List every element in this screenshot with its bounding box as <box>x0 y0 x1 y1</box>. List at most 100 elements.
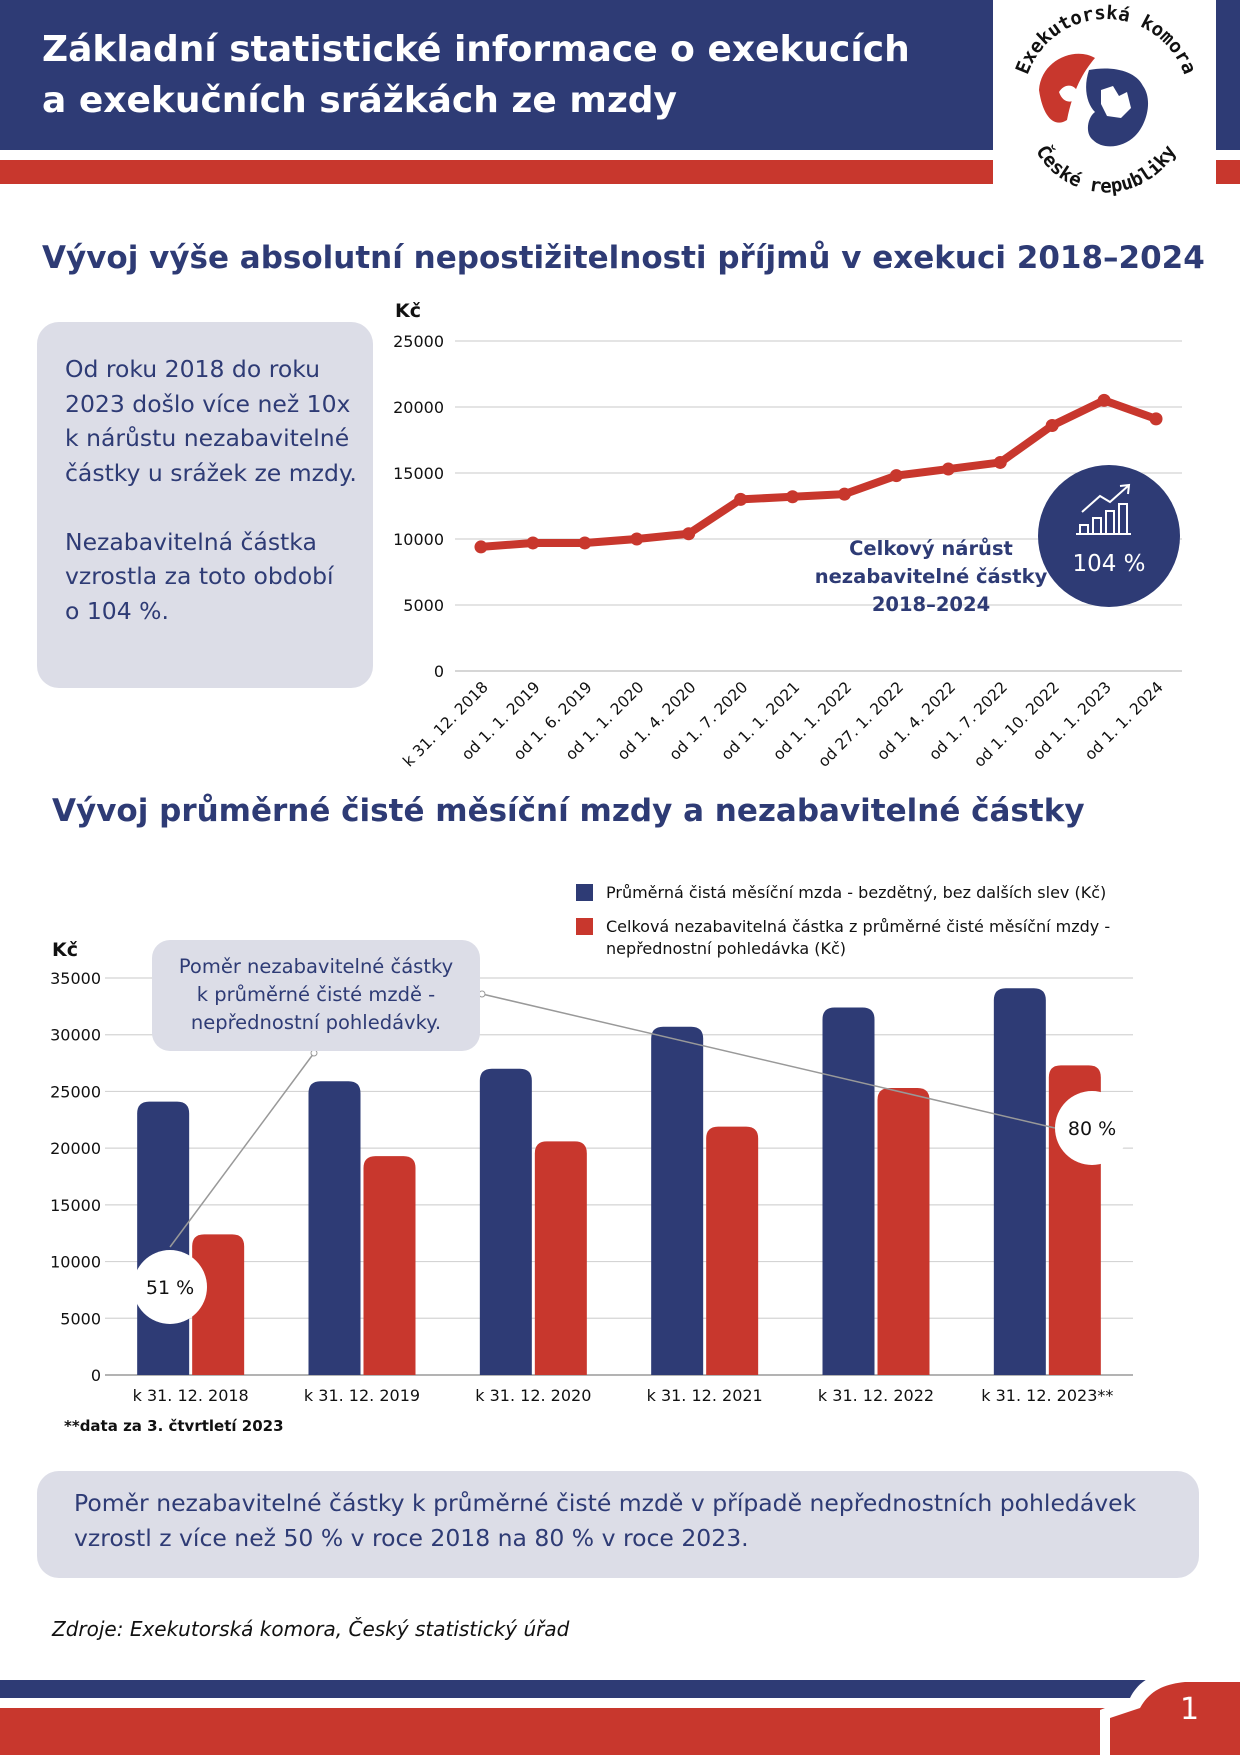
logo-red-cutout <box>1059 85 1079 102</box>
line-chart-series <box>474 393 1163 554</box>
line-chart-y-tick: 10000 <box>393 530 444 549</box>
growth-badge: 104 % <box>1038 465 1180 607</box>
bar-salary <box>308 1081 361 1375</box>
summary-text: Poměr nezabavitelné částky k průměrné či… <box>74 1486 1184 1556</box>
bar-chart-bars <box>137 988 1101 1375</box>
ratio-box-line1: Poměr nezabavitelné částky <box>179 955 453 978</box>
growth-badge-value: 104 % <box>1072 551 1145 577</box>
line-chart-y-tick: 0 <box>434 662 444 681</box>
line-chart-point <box>578 536 592 550</box>
section1-info-text: Od roku 2018 do roku 2023 došlo více než… <box>65 352 365 628</box>
line-chart-y-label: Kč <box>395 300 421 322</box>
growth-chart-icon <box>1076 483 1131 535</box>
section1-title: Vývoj výše absolutní nepostižitelnosti p… <box>42 240 1205 276</box>
footer-page-tab <box>1110 1682 1240 1755</box>
bar-chart-y-tick: 35000 <box>50 969 101 988</box>
bar-exempt <box>192 1234 245 1375</box>
line-chart-y-tick: 25000 <box>393 332 444 351</box>
legend-label-salary: Průměrná čistá měsíční mzda - bezdětný, … <box>606 883 1106 902</box>
section1-info-box: Od roku 2018 do roku 2023 došlo více než… <box>37 322 373 688</box>
growth-label-line2: nezabavitelné částky <box>815 565 1048 588</box>
bar-chart-y-ticks: 0 5000 10000 15000 20000 25000 30000 35000 <box>50 969 101 1385</box>
chamber-logo: Exekutorská komora České republiky <box>993 0 1216 215</box>
line-chart-point <box>682 527 696 541</box>
ratio-box-line2: k průměrné čisté mzdě - <box>197 983 435 1006</box>
page-title: Základní statistické informace o exekucí… <box>42 24 942 126</box>
section1-info-line: o 104 %. <box>65 596 169 625</box>
bar-chart-y-tick: 30000 <box>50 1026 101 1045</box>
legend-label-exempt: Celková nezabavitelná částka z průměrné … <box>606 917 1115 958</box>
bar-chart-y-label: Kč <box>52 939 78 961</box>
bar-chart-x-tick: k 31. 12. 2022 <box>818 1386 934 1405</box>
bar-chart-y-tick: 10000 <box>50 1253 101 1272</box>
bar-chart-y-tick: 25000 <box>50 1082 101 1101</box>
bar-chart-y-tick: 15000 <box>50 1196 101 1215</box>
footer-red-stripe <box>0 1708 1240 1755</box>
line-chart-y-tick: 20000 <box>393 398 444 417</box>
bar-salary <box>993 988 1046 1375</box>
line-chart-point <box>734 492 748 506</box>
section1-info-line: Od roku 2018 do roku <box>65 355 321 383</box>
footer-navy-stripe <box>0 1680 1240 1698</box>
section1-info-line: částky u srážek ze mzdy. <box>65 458 357 487</box>
ratio-badge-2023 <box>1055 1091 1129 1165</box>
line-chart-y-tick: 15000 <box>393 464 444 483</box>
ratio-box-line3: nepřednostní pohledávky. <box>191 1011 441 1034</box>
line-chart-point <box>837 487 851 501</box>
bar-exempt <box>363 1156 416 1375</box>
legend-swatch-salary <box>576 884 593 901</box>
section1-info-line: k nárůstu nezabavitelné <box>65 424 350 452</box>
line-chart-point <box>941 462 955 476</box>
footer-band <box>0 1670 1240 1755</box>
bar-salary <box>137 1101 190 1375</box>
bar-salary <box>651 1026 704 1375</box>
bar-chart-y-tick: 20000 <box>50 1139 101 1158</box>
summary-line: Poměr nezabavitelné částky k průměrné či… <box>74 1489 1137 1517</box>
page-title-line1: Základní statistické informace o exekucí… <box>42 29 910 70</box>
line-chart-series-line <box>476 396 1161 551</box>
line-chart-point <box>630 532 644 546</box>
line-chart-point <box>526 536 540 550</box>
bar-chart-footnote: **data za 3. čtvrtletí 2023 <box>64 1417 284 1435</box>
ratio-connector-2018 <box>169 1052 315 1248</box>
ratio-badge-2018-value: 51 % <box>146 1277 194 1299</box>
line-chart-point <box>1045 418 1059 432</box>
bar-chart-x-tick: k 31. 12. 2018 <box>133 1386 249 1405</box>
line-chart-y-ticks: 0 5000 10000 15000 20000 25000 <box>393 332 444 681</box>
line-chart-point <box>1097 393 1111 407</box>
source-note: Zdroje: Exekutorská komora, Český statis… <box>52 1617 570 1641</box>
page-title-line2: a exekučních srážkách ze mzdy <box>42 80 678 121</box>
bar-exempt <box>706 1126 759 1375</box>
ratio-box <box>152 940 480 1051</box>
bar-exempt <box>877 1088 930 1375</box>
line-chart-point <box>786 490 800 504</box>
ratio-connector-2023 <box>481 993 1056 1129</box>
legend-swatch-exempt <box>576 918 593 935</box>
growth-label-line1: Celkový nárůst <box>849 537 1013 560</box>
chamber-logo-image: Exekutorská komora České republiky <box>1012 2 1201 197</box>
line-chart-point <box>993 455 1007 469</box>
bar-chart: 0 5000 10000 15000 20000 25000 30000 35000 k 31… <box>50 883 1133 1405</box>
bar-exempt <box>534 1141 587 1375</box>
line-chart-y-tick: 5000 <box>403 596 444 615</box>
bar-salary <box>479 1068 532 1375</box>
summary-box: Poměr nezabavitelné částky k průměrné či… <box>37 1471 1199 1578</box>
section1-info-line: 2023 došlo více než 10x <box>65 389 351 418</box>
line-chart-point <box>474 540 488 554</box>
ratio-badge-2018 <box>133 1250 207 1324</box>
bar-chart-y-tick: 5000 <box>60 1309 101 1328</box>
bar-chart-legend: Průměrná čistá měsíční mzda - bezdětný, … <box>576 883 1115 958</box>
bar-chart-x-tick: k 31. 12. 2023** <box>981 1386 1113 1405</box>
growth-label-line3: 2018–2024 <box>872 593 990 616</box>
section1-info-line: vzrostla za toto období <box>65 562 334 590</box>
logo-map-cutout <box>1101 86 1131 118</box>
summary-line: vzrostl z více než 50 % v roce 2018 na 8… <box>74 1524 749 1552</box>
section2-title: Vývoj průměrné čisté měsíční mzdy a neza… <box>52 793 1085 829</box>
section1-info-line: Nezabavitelná částka <box>65 527 317 556</box>
bar-chart-x-tick: k 31. 12. 2019 <box>304 1386 420 1405</box>
line-chart-point <box>889 469 903 483</box>
bar-salary <box>822 1007 875 1375</box>
bar-chart-x-tick: k 31. 12. 2021 <box>647 1386 763 1405</box>
ratio-badge-2023-value: 80 % <box>1068 1118 1116 1140</box>
